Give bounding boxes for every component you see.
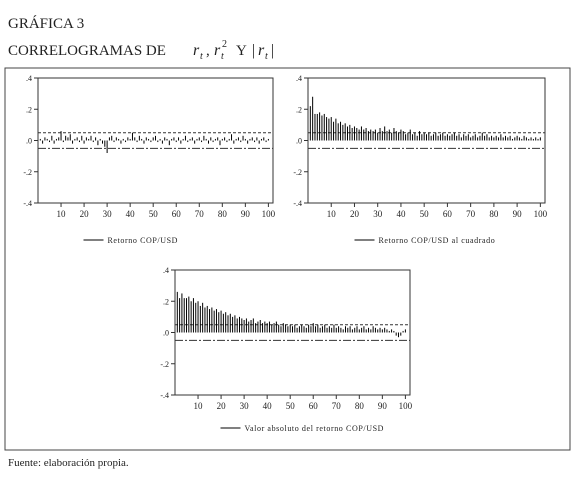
x-tick-label: 10 [57, 209, 67, 219]
x-tick-label: 50 [149, 209, 159, 219]
title: CORRELOGRAMAS DE [8, 43, 166, 59]
frame [4, 67, 571, 451]
y-tick-label: -.4 [293, 199, 302, 208]
title-math: t [265, 51, 268, 62]
title-math: | [271, 42, 274, 59]
x-tick-label: 20 [350, 209, 360, 219]
title-math: r [258, 42, 265, 59]
x-tick-label: 30 [103, 209, 113, 219]
x-tick-label: 30 [240, 401, 250, 411]
legend-label: Valor absoluto del retorno COP/USD [245, 424, 385, 433]
x-tick-label: 70 [466, 209, 476, 219]
title-math: r [214, 42, 221, 59]
x-tick-label: 50 [286, 401, 296, 411]
x-tick-label: 90 [513, 209, 523, 219]
source: Fuente: elaboración propia. [8, 457, 129, 469]
title-math: r [193, 42, 200, 59]
x-tick-label: 30 [373, 209, 383, 219]
x-tick-label: 100 [262, 209, 276, 219]
x-tick-label: 40 [396, 209, 406, 219]
title-math: t [200, 51, 203, 62]
title-math: t [221, 51, 224, 62]
y-tick-label: .0 [296, 137, 302, 146]
y-tick-label: -.2 [293, 168, 302, 177]
x-tick-label: 40 [263, 401, 273, 411]
x-tick-label: 20 [217, 401, 227, 411]
y-tick-label: .4 [163, 266, 169, 275]
legend-label: Retorno COP/USD al cuadrado [379, 236, 496, 245]
y-tick-label: .0 [26, 137, 32, 146]
title-math: Y [236, 43, 247, 59]
y-tick-label: -.2 [23, 168, 32, 177]
x-tick-label: 70 [332, 401, 342, 411]
figure-label: GRÁFICA 3 [8, 15, 84, 32]
x-tick-label: 100 [534, 209, 548, 219]
x-tick-label: 10 [194, 401, 204, 411]
y-tick-label: -.4 [160, 391, 169, 400]
x-tick-label: 70 [195, 209, 205, 219]
y-tick-label: .4 [296, 74, 302, 83]
y-tick-label: .2 [296, 105, 302, 114]
title-math: | [252, 42, 255, 59]
x-tick-label: 60 [172, 209, 182, 219]
y-tick-label: -.2 [160, 360, 169, 369]
x-tick-label: 80 [489, 209, 499, 219]
y-tick-label: .2 [26, 105, 32, 114]
y-tick-label: -.4 [23, 199, 32, 208]
x-tick-label: 20 [80, 209, 90, 219]
x-tick-label: 60 [309, 401, 319, 411]
x-tick-label: 90 [241, 209, 251, 219]
x-tick-label: 90 [378, 401, 388, 411]
x-tick-label: 60 [443, 209, 453, 219]
x-tick-label: 40 [126, 209, 136, 219]
y-tick-label: .4 [26, 74, 32, 83]
y-tick-label: .2 [163, 297, 169, 306]
title-math: , [206, 43, 210, 59]
legend-label: Retorno COP/USD [108, 236, 179, 245]
title-math: 2 [222, 39, 227, 50]
x-tick-label: 80 [355, 401, 365, 411]
x-tick-label: 50 [420, 209, 430, 219]
x-tick-label: 100 [399, 401, 413, 411]
y-tick-label: .0 [163, 329, 169, 338]
x-tick-label: 80 [218, 209, 228, 219]
x-tick-label: 10 [327, 209, 337, 219]
